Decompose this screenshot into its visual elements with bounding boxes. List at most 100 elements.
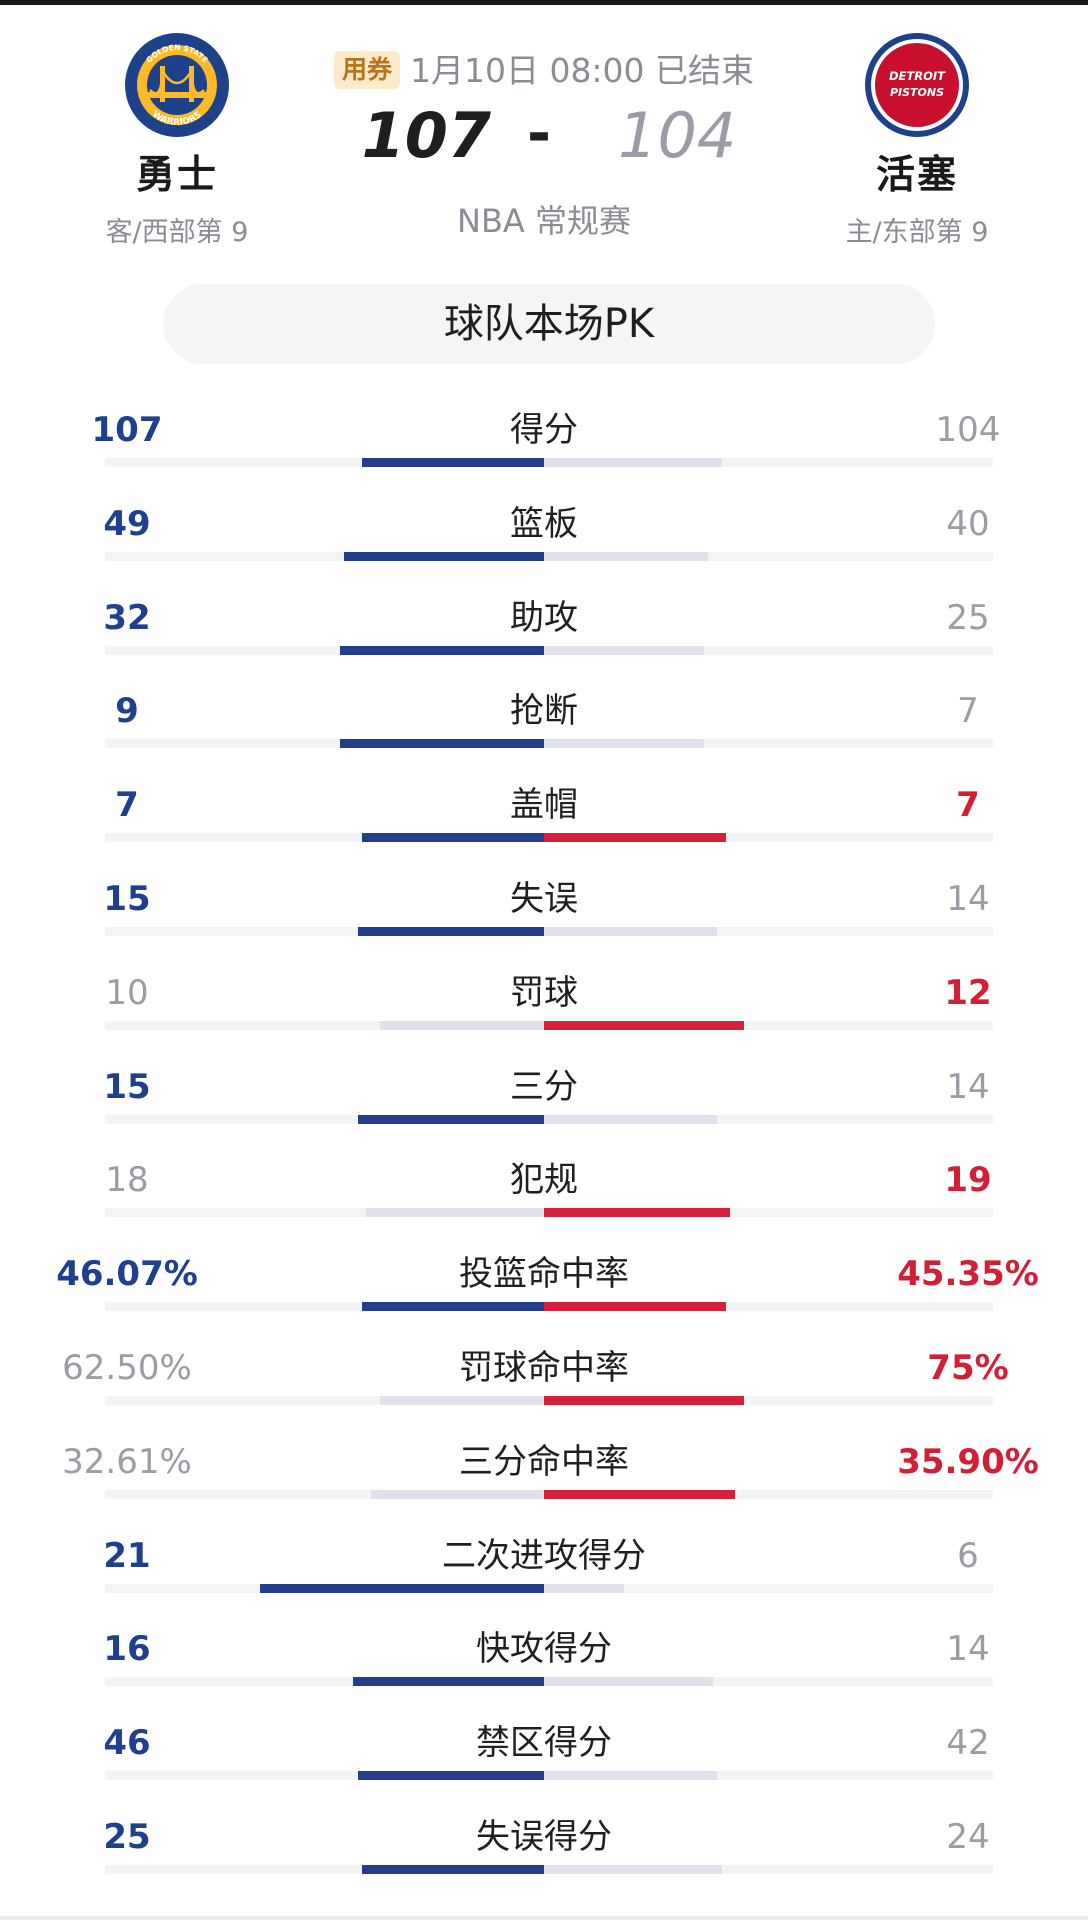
- stat-label: 犯规: [510, 1160, 578, 1201]
- stat-bar-left: [362, 1864, 544, 1874]
- stat-label: 篮板: [510, 503, 578, 544]
- away-team-name: 勇士: [135, 153, 218, 198]
- match-status: 1月10日 08:00 已结束: [409, 51, 755, 90]
- stat-bar-left: [362, 458, 544, 467]
- stat-bar-left: [362, 833, 544, 843]
- stat-label: 罚球: [510, 972, 578, 1013]
- stat-left-value: 46: [103, 1723, 151, 1764]
- stat-left-value: 107: [91, 410, 163, 450]
- stat-right-value: 7: [957, 691, 979, 732]
- stat-right-value: 14: [946, 1066, 990, 1107]
- home-team[interactable]: DETROIT PISTONS 活塞 主/东部第 9: [817, 30, 1017, 249]
- stat-row: 9 抢断 7: [0, 679, 1088, 773]
- stat-row: 16 快攻得分 14: [0, 1617, 1088, 1711]
- stat-right-value: 75%: [927, 1347, 1009, 1388]
- svg-text:DETROIT: DETROIT: [889, 69, 946, 83]
- stat-bar-right: [544, 1677, 713, 1687]
- stat-bar-left: [362, 1302, 544, 1312]
- stat-bar-left: [340, 739, 544, 749]
- away-team-rank: 客/西部第 9: [105, 217, 249, 248]
- stat-left-value: 10: [105, 972, 149, 1013]
- stat-left-value: 46.07%: [56, 1254, 198, 1295]
- match-status-line: 用券 1月10日 08:00 已结束: [300, 48, 788, 94]
- stat-bar-left: [366, 1208, 544, 1218]
- stat-left-value: 7: [115, 785, 139, 826]
- warriors-logo-icon: GOLDEN STATE WARRIORS: [122, 30, 232, 140]
- stat-bar-left: [380, 1395, 544, 1405]
- stat-row: 18 犯规 19: [0, 1148, 1088, 1242]
- stat-label: 三分: [510, 1066, 578, 1107]
- stat-right-value: 104: [935, 410, 1001, 450]
- stat-label: 快攻得分: [476, 1629, 612, 1670]
- stat-left-value: 16: [103, 1629, 151, 1670]
- stat-left-value: 15: [103, 878, 151, 919]
- stat-right-value: 12: [944, 972, 992, 1013]
- stat-label: 失误得分: [476, 1816, 612, 1857]
- stat-row: 10 罚球 12: [0, 961, 1088, 1055]
- stat-right-value: 42: [946, 1723, 990, 1764]
- stat-label: 三分命中率: [459, 1441, 629, 1482]
- stat-bar-right: [544, 1489, 735, 1499]
- stat-label: 助攻: [510, 597, 578, 638]
- stat-label: 抢断: [510, 691, 578, 732]
- stat-bar-left: [358, 926, 544, 936]
- stat-bar-left: [371, 1489, 544, 1499]
- scoreboard: 107 - 104: [300, 96, 788, 176]
- stat-bar-left: [340, 645, 544, 655]
- stat-right-value: 6: [957, 1535, 979, 1576]
- away-team[interactable]: GOLDEN STATE WARRIORS 勇士 客/西部第 9: [77, 30, 277, 249]
- stat-bar-left: [353, 1677, 544, 1687]
- stat-right-value: 35.90%: [897, 1441, 1039, 1482]
- stat-left-value: 62.50%: [62, 1347, 192, 1388]
- stat-label: 失误: [510, 878, 578, 919]
- stat-row: 21 二次进攻得分 6: [0, 1524, 1088, 1618]
- stat-label: 投篮命中率: [459, 1254, 629, 1295]
- stat-bar-right: [544, 1114, 717, 1124]
- stat-left-value: 49: [103, 503, 151, 544]
- stat-left-value: 25: [103, 1816, 151, 1857]
- stat-label: 得分: [510, 410, 578, 450]
- stat-bar-left: [260, 1583, 544, 1593]
- stat-row: 46.07% 投篮命中率 45.35%: [0, 1242, 1088, 1336]
- stat-label: 禁区得分: [476, 1723, 612, 1764]
- stat-bar-left: [358, 1114, 544, 1124]
- stat-row: 46 禁区得分 42: [0, 1711, 1088, 1805]
- stat-bar-right: [544, 1864, 722, 1874]
- stat-bar-right: [544, 1583, 624, 1593]
- team-pk-header: 球队本场PK: [163, 284, 935, 364]
- stat-right-value: 14: [946, 1629, 990, 1670]
- stat-right-value: 25: [946, 597, 990, 638]
- stat-label: 罚球命中率: [459, 1347, 629, 1388]
- stat-right-value: 7: [956, 785, 980, 826]
- stat-row: 15 三分 14: [0, 1055, 1088, 1149]
- pistons-logo-icon: DETROIT PISTONS: [862, 30, 972, 140]
- home-team-name: 活塞: [875, 153, 958, 198]
- stat-row: 7 盖帽 7: [0, 773, 1088, 867]
- score-dash: -: [527, 99, 552, 167]
- stat-left-value: 9: [115, 691, 139, 732]
- stat-bar-left: [380, 1020, 544, 1030]
- stat-bar-right: [544, 1208, 730, 1218]
- home-team-rank: 主/东部第 9: [845, 217, 989, 248]
- stat-bar-right: [544, 1771, 717, 1781]
- coupon-badge[interactable]: 用券: [333, 51, 400, 89]
- stat-bar-right: [544, 645, 704, 655]
- stat-left-value: 21: [103, 1535, 151, 1576]
- stat-left-value: 18: [105, 1160, 149, 1201]
- league-label: NBA 常规赛: [457, 202, 631, 240]
- stat-bar-right: [544, 833, 726, 843]
- stat-right-value: 19: [944, 1160, 992, 1201]
- stat-bar-right: [544, 1020, 744, 1030]
- stat-row: 32 助攻 25: [0, 586, 1088, 680]
- stat-left-value: 32.61%: [62, 1441, 192, 1482]
- stats-list: 107 得分 104 49 篮板 40 32 助攻 25 9 抢断 7 7 盖帽 7 15 失误 14 10 罚球 12…: [0, 398, 1088, 1899]
- away-score: 107: [361, 99, 491, 172]
- stat-right-value: 14: [946, 878, 990, 919]
- status-bar-edge: [0, 0, 1088, 5]
- match-info: 用券 1月10日 08:00 已结束 107 - 104 NBA 常规赛: [300, 48, 788, 242]
- home-score: 104: [618, 99, 737, 172]
- svg-text:PISTONS: PISTONS: [890, 86, 944, 99]
- stat-bar-left: [358, 1771, 544, 1781]
- stat-row: 25 失误得分 24: [0, 1805, 1088, 1899]
- stat-bar-right: [544, 926, 717, 936]
